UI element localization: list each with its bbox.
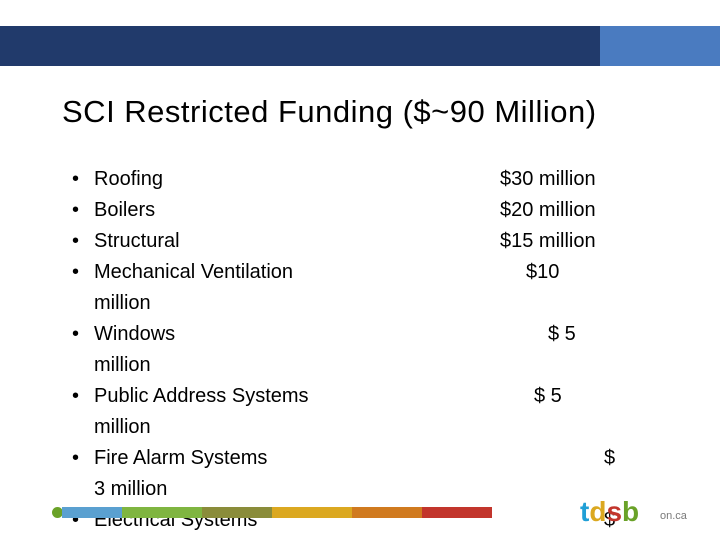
logo-letter-b: b bbox=[622, 496, 639, 528]
footer-bar-segment bbox=[122, 507, 202, 518]
item-amount: $ 5 bbox=[548, 319, 576, 350]
item-amount: $10 bbox=[526, 257, 559, 288]
footer-color-bar bbox=[62, 507, 492, 518]
footer-bar-segment bbox=[422, 507, 492, 518]
item-label: Boilers bbox=[94, 199, 155, 221]
list-item: •Windows$ 5 bbox=[94, 319, 654, 350]
top-bar-right bbox=[600, 26, 720, 66]
item-amount: $30 million bbox=[500, 164, 596, 195]
list-item: •Roofing$30 million bbox=[94, 164, 654, 195]
list-item: •Public Address Systems$ 5 bbox=[94, 381, 654, 412]
bullet-icon: • bbox=[72, 319, 79, 350]
list-item-continuation: million bbox=[94, 350, 654, 381]
item-label: million bbox=[94, 416, 151, 438]
list-item-continuation: million bbox=[94, 412, 654, 443]
top-bar bbox=[0, 26, 720, 66]
tdsb-logo: t d s b bbox=[580, 498, 639, 528]
bullet-icon: • bbox=[72, 164, 79, 195]
bullet-icon: • bbox=[72, 381, 79, 412]
logo-letter-s: s bbox=[606, 496, 622, 528]
footer-bar-segment bbox=[352, 507, 422, 518]
list-item-continuation: 3 million bbox=[94, 474, 654, 505]
item-label: Fire Alarm Systems bbox=[94, 447, 267, 469]
item-label: Public Address Systems bbox=[94, 385, 309, 407]
item-amount: $ 5 bbox=[534, 381, 562, 412]
bullet-list: •Roofing$30 million•Boilers$20 million•S… bbox=[94, 164, 654, 536]
logo-suffix: on.ca bbox=[660, 510, 687, 522]
list-item: •Fire Alarm Systems$ bbox=[94, 443, 654, 474]
item-label: million bbox=[94, 354, 151, 376]
item-label: Roofing bbox=[94, 168, 163, 190]
slide-title: SCI Restricted Funding ($~90 Million) bbox=[62, 94, 597, 130]
footer-bar-segment bbox=[272, 507, 352, 518]
list-item: •Structural$15 million bbox=[94, 226, 654, 257]
item-label: Structural bbox=[94, 230, 180, 252]
item-label: 3 million bbox=[94, 478, 167, 500]
logo-letter-t: t bbox=[580, 496, 589, 528]
bullet-icon: • bbox=[72, 257, 79, 288]
item-amount: $15 million bbox=[500, 226, 596, 257]
bullet-icon: • bbox=[72, 443, 79, 474]
top-bar-left bbox=[0, 26, 600, 66]
logo-letter-d: d bbox=[589, 496, 606, 528]
item-amount: $ bbox=[604, 443, 615, 474]
list-item-continuation: million bbox=[94, 288, 654, 319]
item-label: Mechanical Ventilation bbox=[94, 261, 293, 283]
list-item: •Boilers$20 million bbox=[94, 195, 654, 226]
bullet-icon: • bbox=[72, 195, 79, 226]
item-amount: $20 million bbox=[500, 195, 596, 226]
item-label: Windows bbox=[94, 323, 175, 345]
footer-bar-segment bbox=[62, 507, 122, 518]
list-item: •Mechanical Ventilation$10 bbox=[94, 257, 654, 288]
slide: SCI Restricted Funding ($~90 Million) • R… bbox=[0, 0, 720, 540]
item-label: million bbox=[94, 292, 151, 314]
footer-bar-segment bbox=[202, 507, 272, 518]
bullet-icon: • bbox=[72, 226, 79, 257]
